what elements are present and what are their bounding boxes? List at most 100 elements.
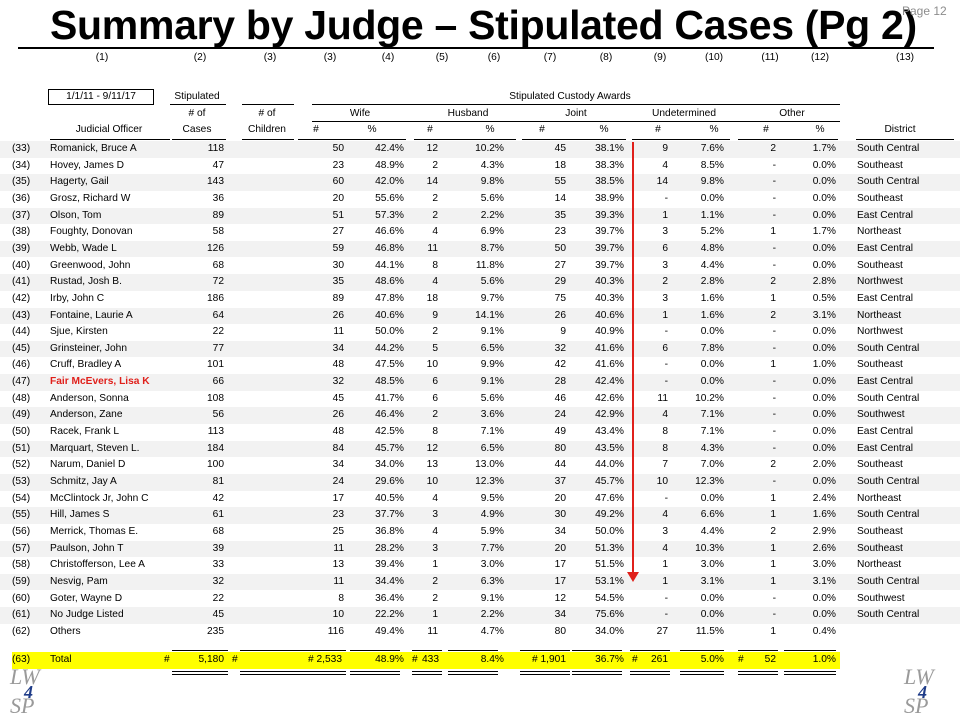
total-double-rule — [350, 670, 400, 675]
cell-district: East Central — [857, 442, 914, 454]
cell-wife-n: 34 — [332, 459, 344, 471]
cell-district: South Central — [857, 575, 920, 587]
cell-children — [240, 374, 290, 391]
total-top-rule — [172, 649, 228, 651]
table-row: (46) Cruff, Bradley A 101 48 47.5% 10 9.9% 42 41… — [0, 357, 960, 374]
cell-joint-n: 17 — [554, 575, 566, 587]
cell-hus-n: 8 — [432, 259, 438, 271]
cell-hus-n: 2 — [432, 209, 438, 221]
cell-name: Greenwood, John — [50, 259, 131, 271]
cell-joint-n: 26 — [554, 309, 566, 321]
table-row: (34) Hovey, James D 47 23 48.9% 2 4.3% 18 38.3% 4… — [0, 158, 960, 175]
children-label: Children — [248, 124, 286, 135]
cell-name: Hovey, James D — [50, 159, 124, 171]
table-row: (36) Grosz, Richard W 36 20 55.6% 2 5.6% 14 38.9… — [0, 191, 960, 208]
cell-name: Marquart, Steven L. — [50, 442, 140, 454]
cell-wife-n: 48 — [332, 359, 344, 371]
cell-wife-n: 25 — [332, 526, 344, 537]
cell-cases: 113 — [207, 426, 224, 437]
cell-oth-p: 2.0% — [812, 459, 836, 471]
joint-pct-label: % — [599, 124, 609, 135]
cell-und-p: 10.2% — [695, 392, 724, 404]
cell-idx: (34) — [12, 159, 31, 171]
cell-oth-p: 0.4% — [812, 625, 836, 637]
header-underline — [428, 121, 508, 122]
cell-oth-n: - — [772, 442, 776, 454]
cell-und-n: 8 — [662, 426, 668, 437]
column-number: (13) — [895, 52, 915, 63]
cell-idx: (57) — [12, 542, 31, 554]
cell-hus-n: 2 — [432, 326, 438, 338]
cell-hus-n: 4 — [432, 226, 438, 238]
header-underline — [640, 121, 730, 122]
table-row: (56) Merrick, Thomas E. 68 25 36.8% 4 5.9% 34 50… — [0, 524, 960, 541]
cell-district: South Central — [857, 143, 920, 154]
cell-district: Southwest — [857, 592, 905, 604]
total-cases-sym: # — [164, 653, 170, 665]
cell-wife-n: 59 — [332, 242, 344, 254]
header-underline — [172, 139, 226, 140]
header-underline — [414, 139, 516, 140]
total-top-rule — [738, 649, 778, 651]
cell-cases: 56 — [212, 409, 224, 421]
cell-und-p: 7.8% — [700, 342, 724, 354]
cell-children — [240, 457, 290, 474]
husband-pct-label: % — [485, 124, 495, 135]
cell-und-p: 4.4% — [700, 526, 724, 537]
cell-joint-n: 18 — [554, 159, 566, 171]
cell-hus-p: 9.1% — [480, 326, 504, 338]
cell-joint-p: 44.0% — [595, 459, 624, 471]
cell-wife-n: 116 — [327, 625, 344, 637]
cell-idx: (42) — [12, 292, 31, 304]
cell-oth-p: 1.7% — [812, 143, 836, 154]
cell-oth-p: 2.8% — [812, 276, 836, 288]
table-row: (61) No Judge Listed 45 10 22.2% 1 2.2% 34 75.6%… — [0, 607, 960, 624]
table-row: (43) Fontaine, Laurie A 64 26 40.6% 9 14.1% 26 4… — [0, 307, 960, 325]
cell-wife-p: 34.4% — [375, 575, 404, 587]
wife-num-label: # — [313, 124, 319, 135]
column-number: (3) — [263, 52, 277, 63]
lwsp-logo-left: LW 4 SP — [10, 664, 40, 718]
cell-oth-p: 0.0% — [812, 442, 836, 454]
cell-hus-p: 8.7% — [480, 242, 504, 254]
cell-und-p: 0.0% — [700, 376, 724, 388]
cell-wife-n: 20 — [332, 192, 344, 204]
cell-und-n: 9 — [662, 143, 668, 154]
cell-oth-n: - — [772, 159, 776, 171]
total-double-rule — [412, 670, 442, 675]
cell-district: Northeast — [857, 559, 902, 571]
cell-idx: (54) — [12, 492, 31, 504]
cell-oth-n: 1 — [770, 226, 776, 238]
cell-children — [240, 424, 290, 441]
cell-oth-n: 1 — [770, 509, 776, 521]
cell-und-p: 0.0% — [700, 326, 724, 338]
cell-idx: (35) — [12, 176, 31, 188]
cell-und-n: 11 — [657, 392, 668, 404]
cell-name: McClintock Jr, John C — [50, 492, 149, 504]
cell-und-n: - — [664, 592, 668, 604]
total-hus-p: 8.4% — [480, 653, 504, 665]
wife-label: Wife — [349, 108, 371, 119]
table-row: (50) Racek, Frank L 113 48 42.5% 8 7.1% 49 43.4%… — [0, 424, 960, 441]
table-row: (57) Paulson, John T 39 11 28.2% 3 7.7% 20 51.3%… — [0, 540, 960, 558]
cell-children — [240, 507, 290, 524]
total-name: Total — [50, 653, 72, 665]
cell-und-n: 4 — [662, 159, 668, 171]
cell-oth-n: - — [772, 259, 776, 271]
cell-und-p: 5.2% — [700, 226, 724, 238]
cell-wife-n: 60 — [332, 176, 344, 188]
other-num-label: # — [763, 124, 769, 135]
cell-joint-p: 34.0% — [595, 625, 624, 637]
cell-cases: 42 — [212, 492, 224, 504]
total-top-rule — [448, 649, 498, 651]
cell-und-n: 3 — [662, 292, 668, 304]
cell-district: East Central — [857, 292, 914, 304]
cell-und-n: 4 — [662, 542, 668, 554]
cell-und-p: 1.1% — [700, 209, 724, 221]
cell-cases: 68 — [212, 259, 224, 271]
table-row: (35) Hagerty, Gail 143 60 42.0% 14 9.8% 55 38.5%… — [0, 174, 960, 191]
cell-children — [240, 557, 290, 574]
cell-hus-n: 5 — [432, 342, 438, 354]
cell-cases: 100 — [207, 459, 224, 471]
cell-idx: (51) — [12, 442, 31, 454]
